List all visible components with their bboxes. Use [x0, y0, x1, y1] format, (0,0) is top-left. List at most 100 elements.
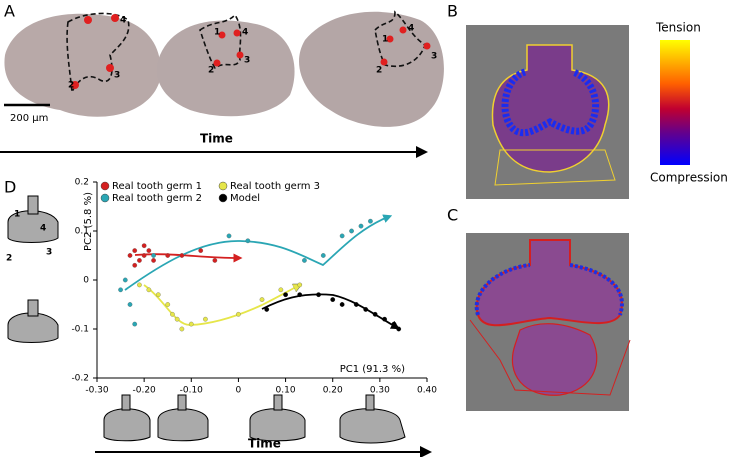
- x-tick-label: -0.20: [132, 386, 156, 396]
- point: [363, 307, 369, 312]
- point: [141, 253, 147, 258]
- landmark-label: 4: [242, 28, 248, 38]
- point: [372, 311, 378, 317]
- compression-band: [474, 263, 624, 316]
- point: [151, 258, 156, 263]
- colorbar-label: Compression: [650, 171, 728, 185]
- point: [146, 287, 152, 293]
- point: [198, 248, 204, 253]
- point: [245, 238, 251, 244]
- legend-marker: [218, 193, 228, 203]
- point: [264, 307, 270, 312]
- point: [155, 292, 161, 298]
- outline: [66, 12, 130, 93]
- landmark-label: 4: [408, 24, 414, 34]
- landmark-label: 3: [431, 52, 437, 62]
- trajectory: [124, 214, 393, 291]
- point: [382, 316, 387, 322]
- panel-label: D: [4, 178, 16, 197]
- point: [132, 248, 138, 253]
- panel-label: C: [447, 206, 458, 225]
- x-tick-label: 0.30: [370, 386, 390, 396]
- y-tick-label: 0: [83, 276, 89, 286]
- panel-a: 2 3 4 1 4 2 3 1 4 2 3 A 200 µm Time: [0, 2, 444, 158]
- tooth-sketch: [27, 195, 39, 215]
- point: [358, 223, 364, 229]
- landmark-label: 2: [208, 66, 214, 76]
- landmark-label: 2: [376, 66, 382, 76]
- legend-marker: [218, 181, 228, 191]
- legend-label: Real tooth germ 3: [230, 181, 320, 192]
- y-tick-label: -0.2: [71, 374, 89, 384]
- point: [203, 316, 208, 322]
- x-tick-label: 0.40: [417, 386, 437, 396]
- landmark-label: 3: [114, 71, 120, 81]
- point: [151, 253, 156, 258]
- point: [330, 297, 336, 302]
- x-tick-label: 0.20: [323, 386, 343, 396]
- point: [132, 262, 138, 268]
- time-label: Time: [248, 437, 281, 451]
- landmark-label: 3: [46, 248, 52, 258]
- legend-label: Model: [230, 193, 260, 204]
- x-tick-label: -0.30: [85, 386, 109, 396]
- point: [141, 243, 147, 249]
- landmark-label: 1: [214, 28, 220, 38]
- point: [174, 316, 180, 322]
- point: [339, 233, 345, 239]
- y-tick-label: 0.1: [75, 227, 89, 237]
- mesh: [511, 323, 598, 396]
- legend-marker: [100, 193, 110, 203]
- tissue-image: [156, 20, 295, 117]
- point: [165, 302, 171, 307]
- point: [127, 253, 133, 258]
- point: [297, 282, 303, 288]
- panel-c: C: [447, 206, 631, 411]
- point: [316, 292, 321, 298]
- tooth-sketch: [27, 299, 39, 317]
- time-label: Time: [200, 132, 233, 146]
- point: [278, 287, 284, 293]
- tooth-sketch: [7, 210, 59, 243]
- panel-label: B: [447, 2, 458, 21]
- panel-d: D 1 4 2 3 Time -0.30 -0.20 -0.10 0 0.10 0.20 0…: [4, 178, 437, 457]
- panel-b: B Tension Compression: [447, 2, 728, 199]
- point: [259, 297, 265, 302]
- point: [179, 253, 185, 258]
- point: [127, 302, 133, 307]
- point: [297, 292, 303, 298]
- trajectory: [261, 293, 400, 330]
- mesh: [494, 149, 616, 186]
- trajectory: [134, 253, 243, 263]
- landmark-label: 2: [6, 254, 12, 264]
- trajectories: [124, 214, 400, 330]
- legend-label: Real tooth germ 2: [112, 193, 202, 204]
- point: [353, 302, 359, 307]
- tissue-image: [4, 13, 161, 117]
- tooth-sketch: [7, 312, 59, 343]
- x-axis-label: PC1 (91.3 %): [340, 364, 405, 375]
- point: [368, 218, 373, 224]
- point: [188, 321, 194, 327]
- y-tick-label: -0.1: [71, 325, 89, 335]
- y-tick-label: 0.2: [75, 178, 89, 188]
- point: [132, 321, 138, 327]
- colorbar-label: Tension: [655, 21, 701, 35]
- point: [236, 311, 241, 317]
- point: [137, 258, 142, 263]
- point: [226, 233, 232, 239]
- point: [146, 248, 152, 253]
- point: [349, 228, 354, 234]
- tissue-image: [299, 11, 444, 127]
- x-tick-label: -0.10: [180, 386, 204, 396]
- tooth-sketches: [103, 394, 406, 444]
- legend-label: Real tooth germ 1: [112, 181, 202, 192]
- panel-label: A: [4, 2, 15, 21]
- point: [137, 282, 142, 288]
- point: [283, 292, 288, 298]
- legend-marker: [100, 181, 110, 191]
- point: [122, 277, 128, 283]
- point: [118, 287, 123, 293]
- point: [391, 321, 397, 327]
- point: [302, 258, 307, 263]
